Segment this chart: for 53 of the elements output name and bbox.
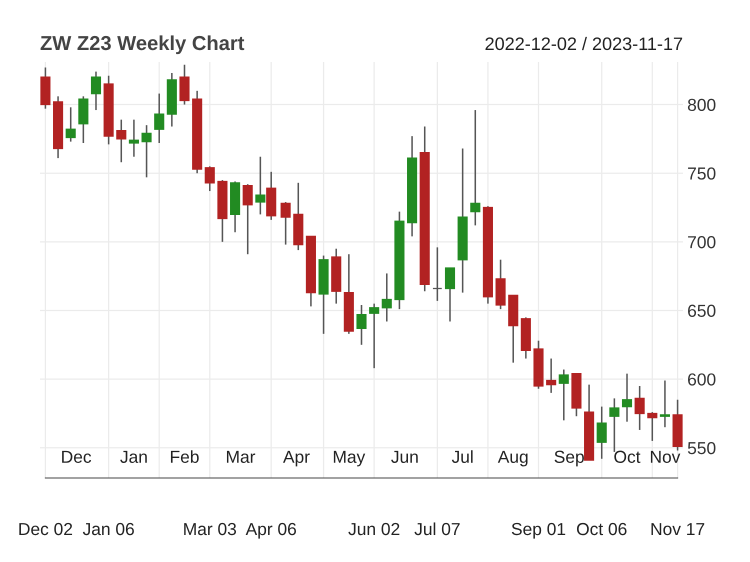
x2-tick-label: Jun — [391, 450, 418, 463]
x2-tick-label: Jan — [120, 450, 147, 463]
candlestick — [280, 201, 291, 246]
candlestick — [660, 380, 670, 428]
candlestick — [255, 156, 266, 216]
x2-tick-label: Oct — [614, 450, 640, 463]
candlestick — [622, 372, 632, 422]
x-tick-label: Mar 03 — [184, 522, 236, 536]
candlestick — [382, 272, 392, 322]
x2-tick-label: Mar — [226, 450, 256, 463]
x-tick-label: Jan 06 — [82, 522, 134, 536]
x-tick-label: Nov 17 — [652, 523, 704, 536]
candlestick — [634, 385, 645, 431]
candlestick — [647, 411, 658, 442]
x2-tick-label: Nov — [650, 450, 680, 463]
x-tick-label: Sep 01 — [512, 522, 566, 539]
candlestick — [470, 109, 480, 226]
chart-subtitle: 2022-12-02 / 2023-11-17 — [485, 36, 682, 50]
candlestick — [142, 124, 152, 178]
y-tick-label: 550 — [688, 442, 716, 454]
x-tick-label: Jun 02 — [348, 522, 400, 536]
y-tick-label: 800 — [688, 98, 716, 112]
x2-tick-label: Aug — [498, 450, 528, 466]
candlestick — [154, 92, 164, 144]
x2-tick-label: May — [334, 450, 366, 466]
candlestick — [432, 246, 442, 302]
x2-tick-label: Sep — [554, 450, 584, 466]
x2-tick-label: Feb — [170, 450, 199, 463]
candlestick — [66, 106, 76, 142]
candlestick — [444, 267, 456, 322]
candlestick — [546, 358, 556, 394]
y-tick-label: 600 — [688, 373, 716, 386]
candlestick — [356, 304, 367, 346]
x2-tick-label: Apr — [283, 450, 310, 466]
candlestick — [204, 166, 215, 192]
candlestick — [179, 64, 190, 106]
chart-title: ZW Z23 Weekly Chart — [40, 35, 244, 54]
candlestick — [242, 183, 253, 255]
x-tick-label: Jul 07 — [414, 522, 460, 536]
candlestick — [558, 368, 569, 422]
y-tick-label: 650 — [688, 304, 716, 317]
candlestick — [128, 118, 139, 158]
candlestick — [90, 70, 102, 111]
candlestick — [596, 406, 607, 460]
y-tick-label: 700 — [688, 236, 716, 248]
candlestick — [116, 118, 126, 163]
x2-tick-label: Jul — [452, 450, 473, 463]
y-tick-label: 750 — [688, 167, 716, 180]
x2-tick-label: Dec — [62, 450, 92, 463]
candlestick — [369, 302, 380, 369]
x-tick-label: Oct 06 — [576, 522, 627, 536]
x-tick-label: Apr 06 — [246, 522, 296, 539]
x-tick-label: Dec 02 — [19, 522, 72, 536]
